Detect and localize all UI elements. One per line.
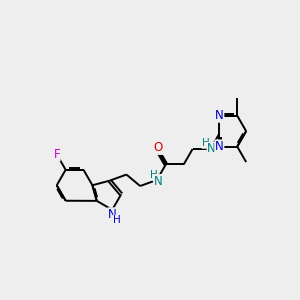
Text: F: F — [53, 148, 60, 161]
Text: H: H — [113, 215, 121, 225]
Text: N: N — [207, 142, 216, 155]
Text: H: H — [202, 138, 210, 148]
Text: N: N — [215, 140, 224, 153]
Text: N: N — [108, 208, 117, 221]
Text: O: O — [154, 141, 163, 154]
Text: N: N — [154, 175, 162, 188]
Text: N: N — [215, 109, 224, 122]
Text: H: H — [150, 170, 157, 180]
